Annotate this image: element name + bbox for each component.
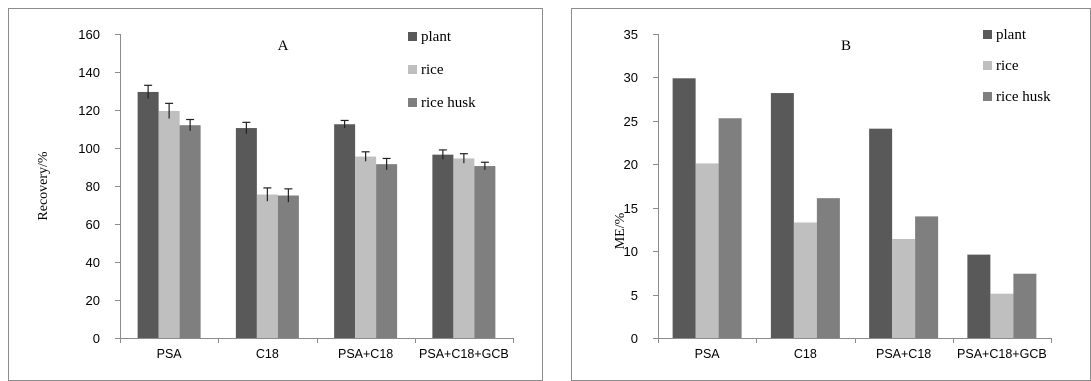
- y-tick-label: 15: [624, 201, 638, 216]
- y-axis-label: Recovery/%: [36, 151, 51, 221]
- bar-rice-c18: [256, 194, 278, 338]
- legend-swatch: [408, 98, 417, 107]
- x-category-label: PSA: [695, 347, 721, 361]
- bar-plant-psa-c18: [869, 128, 893, 338]
- y-tick-label: 60: [86, 217, 100, 232]
- error-bar: [480, 161, 489, 170]
- bar-rice-psa-c18: [892, 238, 916, 338]
- legend-label: plant: [421, 29, 452, 45]
- x-category-label: PSA+C18: [876, 347, 931, 361]
- y-tick-label: 140: [78, 65, 100, 80]
- x-category-label: C18: [256, 347, 279, 361]
- legend-label: rice: [996, 58, 1019, 74]
- bar-rice-husk-psa: [718, 118, 742, 338]
- error-bar: [459, 153, 468, 164]
- y-tick-label: 35: [624, 27, 638, 42]
- y-tick-label: 20: [624, 157, 638, 172]
- panel-letter: B: [841, 38, 851, 54]
- bar-plant-psa-c18: [334, 124, 356, 338]
- bar-plant-psa: [672, 78, 696, 338]
- x-category-label: PSA: [157, 347, 183, 361]
- bar-rice-husk-psa-c18: [376, 164, 398, 338]
- chart-panel-a: 0 20 40 60 80 100 120 140 160 PSA C18 PSA+C18 PSA+C1…: [0, 0, 545, 381]
- bar-plant-c18: [770, 93, 794, 338]
- bar-rice-husk-psa-c18-gcb: [474, 166, 496, 338]
- matrix-effect-chart: 0 5 10 15 20 25 30 35 PSA C18 PSA+C18 PSA+C18+GCB B M…: [571, 8, 1091, 381]
- error-bar: [361, 151, 370, 162]
- y-tick-label: 20: [86, 293, 100, 308]
- recovery-chart: 0 20 40 60 80 100 120 140 160 PSA C18 PSA+C18 PSA+C1…: [8, 8, 543, 381]
- bar-plant-c18: [235, 128, 257, 338]
- error-bar: [438, 149, 447, 160]
- y-tick-label: 30: [624, 70, 638, 85]
- bar-rice-psa: [695, 163, 719, 338]
- error-bar: [144, 84, 153, 99]
- bar-rice-psa: [158, 110, 180, 338]
- legend-label: rice: [421, 62, 444, 78]
- error-bar: [242, 121, 251, 134]
- error-bar: [340, 119, 349, 129]
- y-tick-label: 80: [86, 179, 100, 194]
- bar-rice-husk-psa: [179, 125, 201, 338]
- panel-letter: A: [278, 38, 289, 54]
- bar-rice-psa-c18: [355, 156, 377, 338]
- y-tick-label: 40: [86, 255, 100, 270]
- error-bar: [165, 102, 174, 119]
- y-tick-label: 5: [631, 288, 638, 303]
- bar-rice-husk-c18: [277, 195, 299, 338]
- y-tick-label: 25: [624, 114, 638, 129]
- y-tick-label: 120: [78, 103, 100, 118]
- y-tick-label: 0: [93, 331, 100, 346]
- error-bar: [382, 157, 391, 170]
- legend-swatch: [408, 32, 417, 41]
- legend-swatch: [983, 61, 992, 70]
- bar-rice-psa-c18-gcb: [990, 293, 1014, 338]
- y-tick-label: 160: [78, 27, 100, 42]
- bar-plant-psa-c18-gcb: [432, 154, 454, 338]
- error-bar: [186, 118, 195, 131]
- bar-rice-husk-c18: [816, 198, 840, 338]
- x-category-label: PSA+C18: [338, 347, 393, 361]
- legend-swatch: [983, 30, 992, 39]
- x-category-label: PSA+C18+GCB: [957, 347, 1047, 361]
- y-axis-label: ME/%: [613, 212, 628, 249]
- bar-plant-psa: [137, 91, 159, 338]
- error-bar: [263, 187, 272, 202]
- legend-label: plant: [996, 27, 1027, 43]
- error-bar: [284, 188, 293, 203]
- x-category-label: C18: [794, 347, 817, 361]
- legend-label: rice husk: [996, 89, 1051, 105]
- y-tick-label: 100: [78, 141, 100, 156]
- legend-swatch: [408, 65, 417, 74]
- chart-panel-b: 0 5 10 15 20 25 30 35 PSA C18 PSA+C18 PSA+C18+GCB B M…: [545, 0, 1091, 381]
- y-tick-label: 10: [624, 244, 638, 259]
- bar-rice-psa-c18-gcb: [453, 158, 475, 338]
- legend-label: rice husk: [421, 95, 476, 111]
- bar-rice-husk-psa-c18: [915, 216, 939, 338]
- bar-rice-c18: [793, 222, 817, 338]
- x-category-label: PSA+C18+GCB: [419, 347, 509, 361]
- y-tick-label: 0: [631, 331, 638, 346]
- bar-plant-psa-c18-gcb: [967, 254, 991, 338]
- bar-rice-husk-psa-c18-gcb: [1013, 273, 1037, 338]
- legend-swatch: [983, 92, 992, 101]
